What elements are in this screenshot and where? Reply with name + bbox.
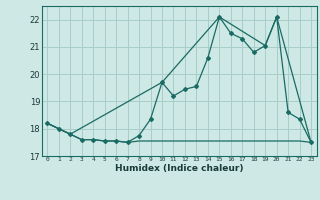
X-axis label: Humidex (Indice chaleur): Humidex (Indice chaleur)	[115, 164, 244, 173]
